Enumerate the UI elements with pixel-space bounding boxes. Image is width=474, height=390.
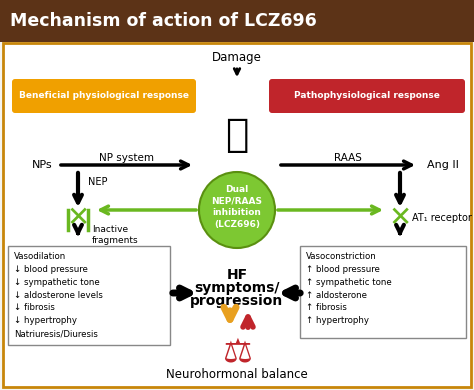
Text: NP system: NP system: [100, 153, 155, 163]
Text: Vasoconstriction
↑ blood pressure
↑ sympathetic tone
↑ aldosterone
↑ fibrosis
↑ : Vasoconstriction ↑ blood pressure ↑ symp…: [306, 252, 392, 325]
Text: 🫀: 🫀: [225, 116, 249, 154]
Text: AT₁ receptor: AT₁ receptor: [412, 213, 472, 223]
Text: Damage: Damage: [212, 51, 262, 64]
Text: NEP: NEP: [88, 177, 108, 187]
Text: Dual
NEP/RAAS
inhibition
(LCZ696): Dual NEP/RAAS inhibition (LCZ696): [211, 185, 263, 229]
Text: Inactive
fragments: Inactive fragments: [92, 225, 138, 245]
FancyBboxPatch shape: [269, 79, 465, 113]
FancyBboxPatch shape: [0, 0, 474, 42]
Circle shape: [199, 172, 275, 248]
Text: ⚖: ⚖: [222, 335, 252, 369]
Text: progression: progression: [191, 294, 283, 308]
Text: Beneficial physiological response: Beneficial physiological response: [19, 92, 189, 101]
FancyBboxPatch shape: [3, 43, 471, 387]
FancyBboxPatch shape: [300, 246, 466, 338]
FancyBboxPatch shape: [12, 79, 196, 113]
Text: Mechanism of action of LCZ696: Mechanism of action of LCZ696: [10, 12, 317, 30]
Text: Vasodilation
↓ blood pressure
↓ sympathetic tone
↓ aldosterone levels
↓ fibrosis: Vasodilation ↓ blood pressure ↓ sympathe…: [14, 252, 103, 338]
Text: RAAS: RAAS: [334, 153, 362, 163]
Text: HF: HF: [227, 268, 247, 282]
Text: Pathophysiological response: Pathophysiological response: [294, 92, 440, 101]
Text: Ang II: Ang II: [427, 160, 459, 170]
Text: ✕: ✕: [388, 204, 411, 232]
FancyBboxPatch shape: [8, 246, 170, 345]
Text: symptoms/: symptoms/: [194, 281, 280, 295]
Text: Neurohormonal balance: Neurohormonal balance: [166, 367, 308, 381]
Text: ✕: ✕: [66, 204, 90, 232]
Text: NPs: NPs: [32, 160, 52, 170]
